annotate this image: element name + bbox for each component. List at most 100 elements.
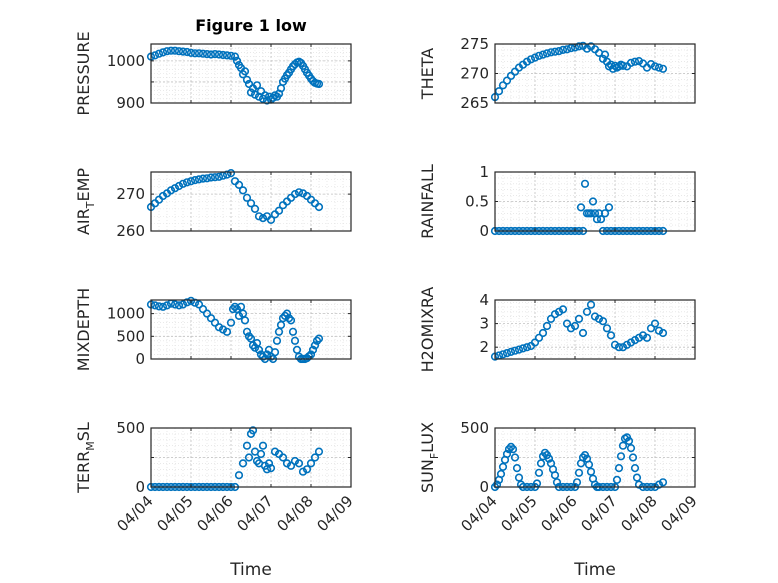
data-point bbox=[270, 447, 280, 456]
y-tick-label: 900 bbox=[116, 94, 145, 112]
data-point bbox=[576, 203, 586, 212]
data-point bbox=[178, 179, 188, 188]
data-point bbox=[574, 314, 584, 324]
data-point bbox=[654, 63, 664, 72]
data-point bbox=[614, 343, 624, 352]
data-point bbox=[178, 47, 188, 56]
data-point bbox=[290, 456, 300, 466]
x-tick-label: 04/04 bbox=[457, 492, 500, 535]
data-point bbox=[198, 305, 208, 314]
subplot-7: 0 500 TERRMSL 04/0404/0504/0604/0704/0804/0… bbox=[74, 419, 357, 580]
y-tick-label: 275 bbox=[460, 35, 489, 53]
x-tick-label: 04/06 bbox=[537, 492, 580, 535]
data-point bbox=[272, 336, 282, 345]
data-point bbox=[578, 328, 588, 338]
data-point bbox=[190, 176, 200, 185]
data-point bbox=[170, 300, 180, 309]
data-point bbox=[258, 214, 268, 223]
data-point bbox=[242, 327, 252, 336]
data-point bbox=[278, 453, 288, 462]
y-tick-label: 1000 bbox=[107, 305, 145, 323]
data-point bbox=[638, 331, 648, 340]
data-point bbox=[542, 321, 552, 331]
data-point bbox=[658, 64, 668, 73]
data-point bbox=[600, 209, 610, 218]
data-point bbox=[630, 464, 640, 473]
data-point bbox=[282, 309, 292, 318]
data-point bbox=[244, 79, 254, 89]
data-point bbox=[618, 441, 628, 450]
data-point bbox=[238, 459, 248, 468]
y-tick-label: 260 bbox=[116, 222, 145, 240]
data-point bbox=[518, 344, 528, 353]
data-point bbox=[250, 90, 260, 99]
data-point bbox=[566, 43, 576, 53]
data-point bbox=[492, 480, 502, 489]
data-point bbox=[170, 46, 180, 55]
data-point bbox=[286, 461, 296, 470]
data-point bbox=[186, 296, 196, 306]
y-tick-label: 500 bbox=[460, 419, 489, 437]
data-point bbox=[306, 459, 316, 468]
data-point bbox=[234, 471, 244, 480]
data-point bbox=[628, 453, 638, 462]
data-point bbox=[290, 336, 300, 345]
data-point bbox=[248, 426, 258, 435]
axes-frame bbox=[150, 43, 352, 104]
y-tick-label: 0 bbox=[135, 478, 145, 496]
y-tick-label: 0 bbox=[135, 350, 145, 368]
data-point bbox=[288, 327, 298, 336]
data-point bbox=[254, 345, 264, 355]
subplot-6: 2 3 4 H2OMIXRA bbox=[418, 287, 696, 372]
data-point bbox=[174, 301, 184, 310]
data-point bbox=[562, 45, 572, 54]
data-point bbox=[154, 302, 164, 311]
data-point bbox=[626, 444, 636, 453]
data-point bbox=[222, 327, 232, 336]
data-point bbox=[646, 59, 656, 69]
data-point bbox=[586, 209, 596, 218]
data-point bbox=[498, 81, 508, 90]
data-point bbox=[256, 449, 266, 459]
data-point bbox=[604, 203, 614, 212]
data-point bbox=[150, 301, 160, 310]
x-tick-label: 04/09 bbox=[657, 492, 700, 535]
data-point bbox=[570, 321, 580, 331]
data-point bbox=[218, 325, 228, 334]
data-point bbox=[586, 300, 596, 309]
data-point bbox=[584, 460, 594, 469]
y-tick-label: 2 bbox=[479, 338, 489, 356]
data-point bbox=[186, 177, 196, 186]
data-point bbox=[226, 169, 236, 178]
data-point bbox=[502, 349, 512, 358]
x-axis-label: Time bbox=[229, 560, 272, 580]
data-point bbox=[624, 436, 634, 446]
data-point bbox=[654, 326, 664, 335]
data-point bbox=[222, 170, 232, 179]
data-point bbox=[550, 471, 560, 480]
data-point bbox=[258, 441, 268, 450]
data-point bbox=[498, 462, 508, 472]
data-point bbox=[262, 350, 272, 359]
data-point bbox=[562, 319, 572, 328]
subplot-3: 260 270 AIRTEMP bbox=[74, 168, 352, 240]
data-point bbox=[240, 316, 250, 325]
data-point bbox=[558, 45, 568, 55]
data-point bbox=[246, 199, 256, 208]
data-point bbox=[182, 47, 192, 57]
data-point bbox=[286, 316, 296, 325]
data-point bbox=[538, 328, 548, 338]
data-point bbox=[618, 61, 628, 70]
y-tick-label: 270 bbox=[116, 185, 145, 203]
axes-background bbox=[151, 300, 351, 359]
data-point bbox=[174, 181, 184, 191]
data-point bbox=[266, 215, 276, 224]
data-point bbox=[158, 302, 168, 311]
data-point bbox=[598, 317, 608, 326]
data-point bbox=[254, 212, 264, 221]
data-point bbox=[250, 204, 260, 213]
data-point bbox=[566, 324, 576, 333]
data-point bbox=[206, 314, 216, 323]
data-point bbox=[612, 475, 622, 485]
